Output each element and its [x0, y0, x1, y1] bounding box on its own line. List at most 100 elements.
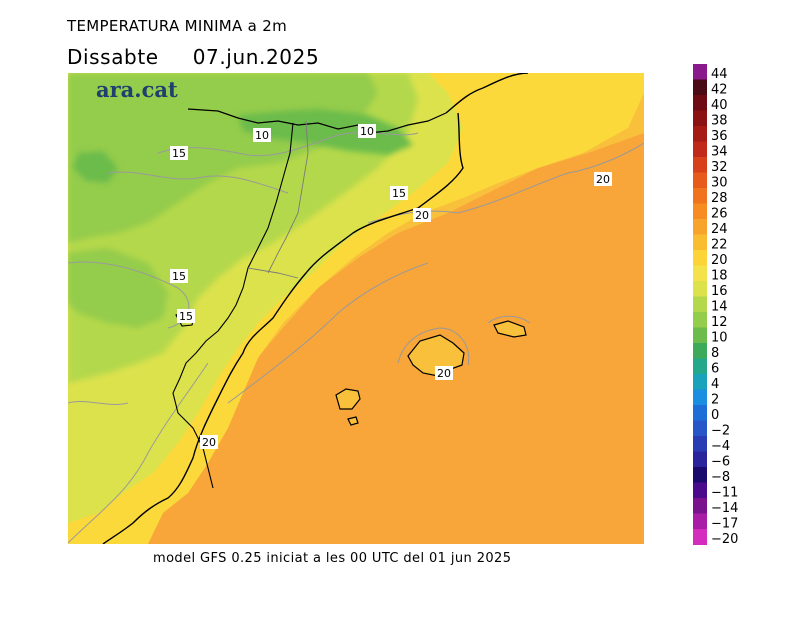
svg-text:15: 15	[172, 270, 186, 283]
legend-label: −14	[711, 501, 738, 516]
legend-swatch	[693, 498, 707, 514]
svg-text:20: 20	[596, 173, 610, 186]
band-8-10-west	[73, 151, 118, 183]
legend-label: 10	[711, 331, 728, 346]
band-8-10	[238, 109, 413, 155]
island-mallorca	[407, 334, 465, 377]
svg-text:10: 10	[255, 129, 269, 142]
legend-label: 34	[711, 145, 728, 160]
legend-label: −6	[711, 455, 730, 470]
legend-label: 12	[711, 315, 728, 330]
legend-label: 4	[711, 377, 719, 392]
legend-swatch	[693, 203, 707, 220]
legend-label: −17	[711, 517, 738, 532]
legend-swatch	[693, 110, 707, 127]
legend-swatch	[693, 250, 707, 266]
border-internal	[247, 120, 309, 279]
forecast-day: Dissabte	[67, 45, 159, 69]
svg-text:20: 20	[415, 209, 429, 222]
svg-text:20: 20	[202, 436, 216, 449]
legend-label: 26	[711, 207, 728, 222]
coastline	[102, 73, 529, 544]
legend-label: 36	[711, 129, 728, 144]
legend-swatch	[693, 513, 707, 530]
legend-label: −8	[711, 470, 730, 485]
legend-swatch	[693, 529, 707, 545]
contour-label: 20	[413, 208, 431, 222]
legend-label: −20	[711, 532, 738, 547]
contour-label: 15	[177, 309, 195, 323]
legend-label: 6	[711, 362, 719, 377]
legend-label: −11	[711, 486, 738, 501]
legend-swatch	[693, 374, 707, 390]
legend-label: 28	[711, 191, 728, 206]
band-10-12-west	[68, 248, 168, 328]
legend-swatch	[693, 79, 707, 96]
model-run-info: model GFS 0.25 iniciat a les 00 UTC del …	[153, 551, 512, 566]
legend-label: 20	[711, 253, 728, 268]
legend-label: 16	[711, 284, 728, 299]
svg-text:15: 15	[179, 310, 193, 323]
legend-swatch	[693, 482, 707, 499]
legend-label: −4	[711, 439, 730, 454]
legend-label: −2	[711, 424, 730, 439]
svg-text:20: 20	[437, 367, 451, 380]
legend-swatch	[693, 64, 707, 80]
legend-label: 8	[711, 346, 719, 361]
legend-swatch	[693, 451, 707, 468]
contour-label: 20	[435, 366, 453, 380]
legend-label: 22	[711, 238, 728, 253]
island-ibiza	[335, 388, 361, 410]
brand-logo: ara.cat	[96, 77, 178, 102]
legend-swatch	[693, 281, 707, 297]
legend-swatch	[693, 95, 707, 111]
legend-swatch	[693, 188, 707, 204]
legend-swatch	[693, 436, 707, 452]
forecast-date-line: Dissabte 07.jun.2025	[67, 45, 319, 69]
legend-swatch	[693, 234, 707, 251]
legend-label: 18	[711, 269, 728, 284]
border-catalonia-aragon	[172, 122, 294, 489]
legend-swatch	[693, 405, 707, 421]
svg-text:15: 15	[172, 147, 186, 160]
legend-swatch	[693, 420, 707, 437]
legend-label: 30	[711, 176, 728, 191]
map-canvas: 10 10 15 15 15 15 20 20 20 20	[68, 73, 644, 544]
legend-swatch	[693, 327, 707, 344]
island-menorca	[493, 320, 527, 338]
legend-swatch	[693, 172, 707, 189]
svg-text:15: 15	[392, 187, 406, 200]
contour-label: 10	[358, 124, 376, 138]
svg-text:10: 10	[360, 125, 374, 138]
legend-label: 42	[711, 83, 728, 98]
legend-label: 38	[711, 114, 728, 129]
legend-label: 40	[711, 98, 728, 113]
legend-swatch	[693, 157, 707, 173]
contour-labels: 10 10 15 15 15 15 20 20 20 20	[170, 124, 612, 449]
contour-label: 10	[253, 128, 271, 142]
legend-swatch	[693, 358, 707, 375]
contour-label: 15	[170, 146, 188, 160]
forecast-date: 07.jun.2025	[192, 45, 320, 69]
contour-label: 20	[200, 435, 218, 449]
legend-bar: 4442403836343230282624222018161412108642…	[693, 64, 738, 547]
legend-swatch	[693, 265, 707, 282]
legend-label: 32	[711, 160, 728, 175]
contour-label: 20	[594, 172, 612, 186]
legend-swatch	[693, 219, 707, 235]
legend-swatch	[693, 126, 707, 142]
legend-swatch	[693, 141, 707, 158]
legend-label: 24	[711, 222, 728, 237]
temperature-map: 10 10 15 15 15 15 20 20 20 20 ara.cat	[68, 73, 644, 544]
contour-label: 15	[170, 269, 188, 283]
border-pyrenees	[187, 108, 447, 134]
legend-swatch	[693, 389, 707, 406]
legend-swatch	[693, 312, 707, 328]
island-formentera	[347, 416, 359, 426]
contour-label: 15	[390, 186, 408, 200]
legend-swatch	[693, 467, 707, 483]
legend-label: 44	[711, 67, 728, 82]
legend-swatch	[693, 296, 707, 313]
legend-swatch	[693, 343, 707, 359]
legend-label: 0	[711, 408, 719, 423]
